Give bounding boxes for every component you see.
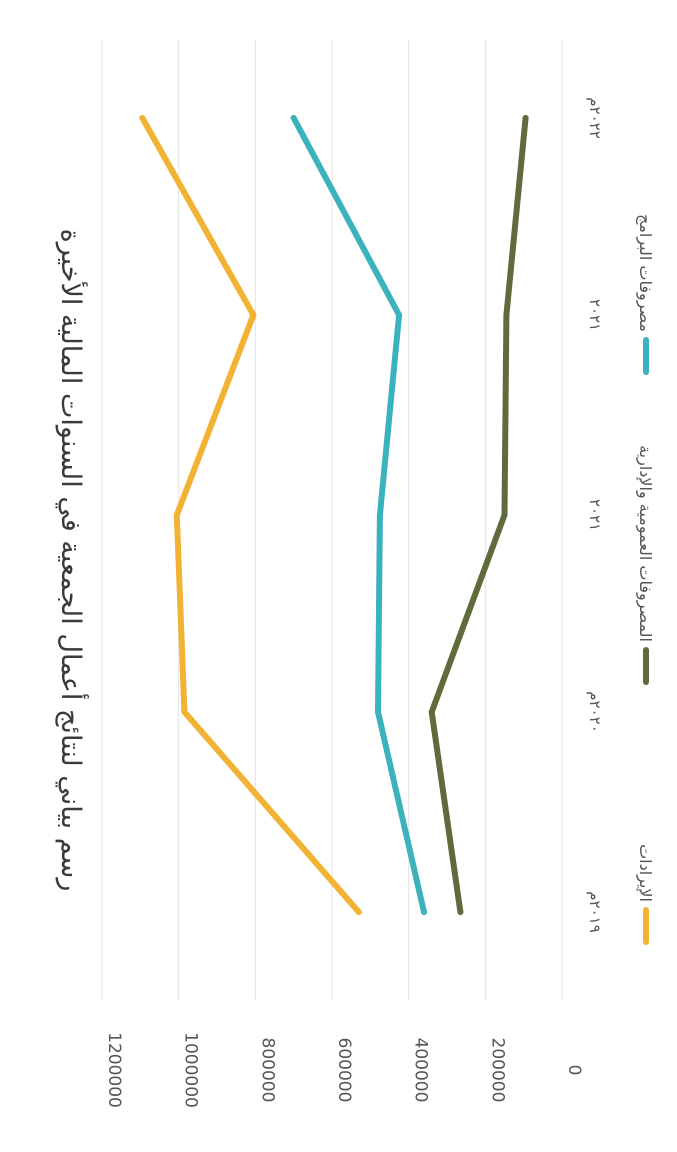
category-tick-label: ٢٠٢٢م	[586, 97, 604, 139]
data-point	[181, 709, 188, 715]
value-tick-label: 1200000	[104, 1032, 124, 1108]
value-tick-group: 200000	[487, 1038, 507, 1103]
legend-item: المصروفات العمومية والإدارية	[635, 445, 655, 685]
value-tick-group: 400000	[411, 1038, 431, 1103]
data-point	[421, 909, 427, 915]
legend-item: مصروفات البرامج	[635, 214, 655, 375]
category-tick-group: ٢٠٢١	[586, 299, 604, 331]
data-point	[139, 115, 146, 121]
value-tick-label: 600000	[334, 1038, 354, 1103]
value-tick-label: 400000	[411, 1038, 431, 1103]
data-point	[501, 512, 508, 518]
value-tick-group: 0	[564, 1065, 584, 1076]
legend-item: الإيرادات	[635, 844, 655, 945]
category-tick-group: ٢٠٢٠م	[586, 691, 604, 733]
series-line	[428, 115, 529, 915]
series-layer	[139, 115, 529, 915]
value-tick-group: 600000	[334, 1038, 354, 1103]
category-tick-group: ٢٠٢١	[586, 499, 604, 531]
data-point	[396, 312, 403, 318]
series-line	[290, 115, 427, 915]
value-tick-label: 200000	[487, 1038, 507, 1103]
data-point	[503, 312, 510, 318]
chart-title: رسم بياني لنتائج أعمال الجمعية في السنوا…	[55, 229, 90, 892]
data-point	[173, 512, 180, 518]
data-point	[457, 909, 464, 915]
value-tick-group: 1000000	[181, 1032, 201, 1108]
legend-label: الإيرادات	[635, 844, 655, 902]
title-group: رسم بياني لنتائج أعمال الجمعية في السنوا…	[55, 229, 90, 892]
category-tick-group: ٢٠١٩م	[586, 891, 604, 933]
category-tick-label: ٢٠٢١	[586, 499, 604, 531]
legend-label: مصروفات البرامج	[635, 214, 655, 332]
data-point	[522, 115, 529, 121]
legend: الإيرادات المصروفات العمومية والإدارية مصر…	[635, 214, 655, 945]
data-point	[250, 312, 257, 318]
category-tick-label: ٢٠٢١	[586, 299, 604, 331]
category-tick-group: ٢٠٢٢م	[586, 97, 604, 139]
data-point	[355, 909, 362, 915]
value-tick-group: 1200000	[104, 1032, 124, 1108]
value-tick-label: 1000000	[181, 1032, 201, 1108]
legend-label: المصروفات العمومية والإدارية	[635, 445, 655, 642]
value-tick-label: 800000	[257, 1038, 277, 1103]
axis-layer: 0 200000 400000 600000 800000 1000000 1200000 ٢…	[104, 97, 604, 1108]
value-tick-label: 0	[564, 1065, 584, 1076]
data-point	[376, 512, 383, 518]
category-tick-label: ٢٠٢٠م	[586, 691, 604, 733]
data-point	[428, 709, 435, 715]
data-point	[375, 709, 381, 715]
category-tick-label: ٢٠١٩م	[586, 891, 604, 933]
data-point	[290, 115, 297, 121]
value-tick-group: 800000	[257, 1038, 277, 1103]
